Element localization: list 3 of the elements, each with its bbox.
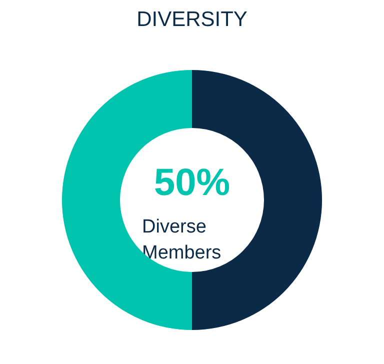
chart-title: DIVERSITY xyxy=(136,8,248,31)
text: Diverse Members xyxy=(142,216,222,264)
text: 50% xyxy=(154,162,230,204)
